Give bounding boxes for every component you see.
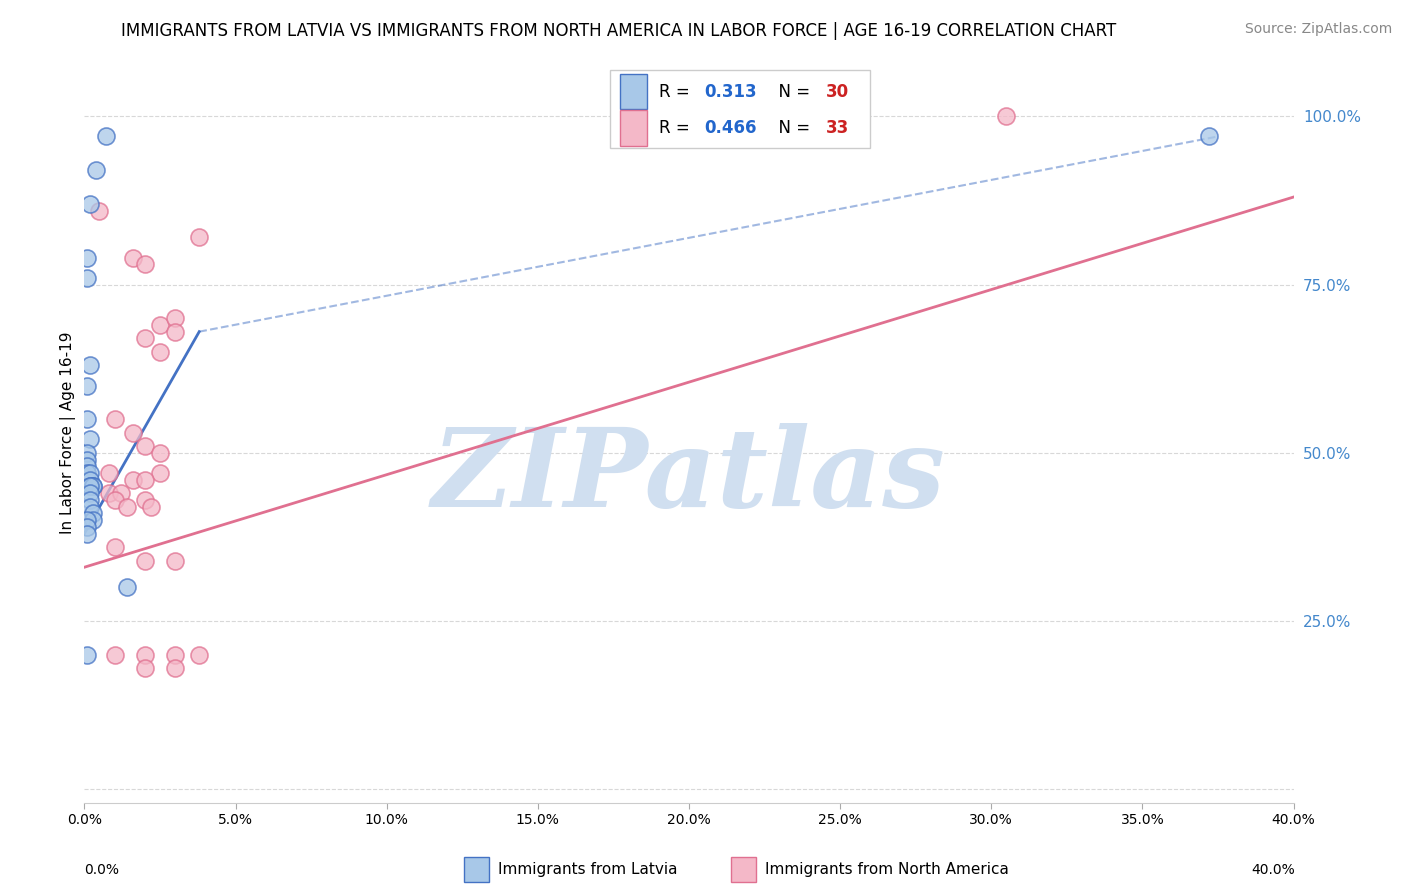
Point (76, 648, 98, 662)
Point (165, 648, 187, 662)
Point (165, 553, 187, 567)
Point (121, 251, 143, 265)
Point (82, 513, 104, 527)
Point (79, 492, 101, 507)
Point (76, 513, 98, 527)
Point (139, 500, 162, 514)
Point (76, 270, 98, 285)
Text: Immigrants from Latvia: Immigrants from Latvia (498, 863, 678, 877)
Point (79, 473, 101, 487)
Point (165, 325, 187, 339)
Point (76, 446, 98, 460)
Point (79, 500, 101, 514)
Point (115, 500, 138, 514)
Point (149, 466, 172, 480)
Point (134, 257, 156, 271)
Text: 0.0%: 0.0% (84, 863, 120, 877)
Point (79, 466, 101, 480)
Point (79, 359, 101, 373)
Point (76, 452, 98, 467)
Text: 0.466: 0.466 (704, 120, 758, 137)
Text: N =: N = (768, 120, 815, 137)
Point (79, 433, 101, 447)
Point (104, 412, 127, 426)
Point (134, 661, 156, 675)
Point (79, 196, 101, 211)
Point (149, 318, 172, 332)
Point (121, 473, 143, 487)
Point (104, 492, 127, 507)
Point (76, 459, 98, 474)
Point (188, 648, 211, 662)
Point (94, 129, 117, 144)
Point (82, 479, 104, 493)
FancyBboxPatch shape (620, 74, 647, 110)
Point (82, 507, 104, 521)
Point (165, 311, 187, 326)
Point (76, 520, 98, 534)
Point (76, 466, 98, 480)
Point (79, 486, 101, 500)
Point (149, 446, 172, 460)
Point (134, 553, 156, 567)
Point (110, 486, 132, 500)
Text: Immigrants from North America: Immigrants from North America (765, 863, 1008, 877)
Point (97, 486, 120, 500)
Point (104, 648, 127, 662)
Point (76, 251, 98, 265)
Text: 40.0%: 40.0% (1251, 863, 1295, 877)
Point (79, 479, 101, 493)
Text: ZIPatlas: ZIPatlas (432, 424, 946, 531)
Point (79, 479, 101, 493)
Text: N =: N = (768, 83, 815, 101)
Text: Source: ZipAtlas.com: Source: ZipAtlas.com (1244, 22, 1392, 37)
Text: R =: R = (659, 120, 695, 137)
Point (188, 230, 211, 244)
Point (76, 526, 98, 541)
Point (995, 109, 1018, 123)
Point (86, 163, 108, 178)
Text: R =: R = (659, 83, 695, 101)
Point (149, 344, 172, 359)
Point (76, 412, 98, 426)
FancyBboxPatch shape (620, 111, 647, 146)
Text: 33: 33 (825, 120, 849, 137)
Point (134, 439, 156, 453)
Point (134, 331, 156, 345)
Point (115, 581, 138, 595)
Point (165, 661, 187, 675)
Bar (610, 70, 870, 147)
Text: 30: 30 (825, 83, 849, 101)
Point (89, 203, 111, 218)
Point (76, 378, 98, 392)
Text: IMMIGRANTS FROM LATVIA VS IMMIGRANTS FROM NORTH AMERICA IN LABOR FORCE | AGE 16-: IMMIGRANTS FROM LATVIA VS IMMIGRANTS FRO… (121, 22, 1116, 40)
Point (134, 648, 156, 662)
Point (121, 425, 143, 440)
Point (134, 492, 156, 507)
Point (104, 540, 127, 554)
Point (97, 466, 120, 480)
Text: 0.313: 0.313 (704, 83, 758, 101)
Point (82, 479, 104, 493)
Point (134, 473, 156, 487)
Y-axis label: In Labor Force | Age 16-19: In Labor Force | Age 16-19 (60, 331, 76, 534)
Point (1198, 129, 1220, 144)
